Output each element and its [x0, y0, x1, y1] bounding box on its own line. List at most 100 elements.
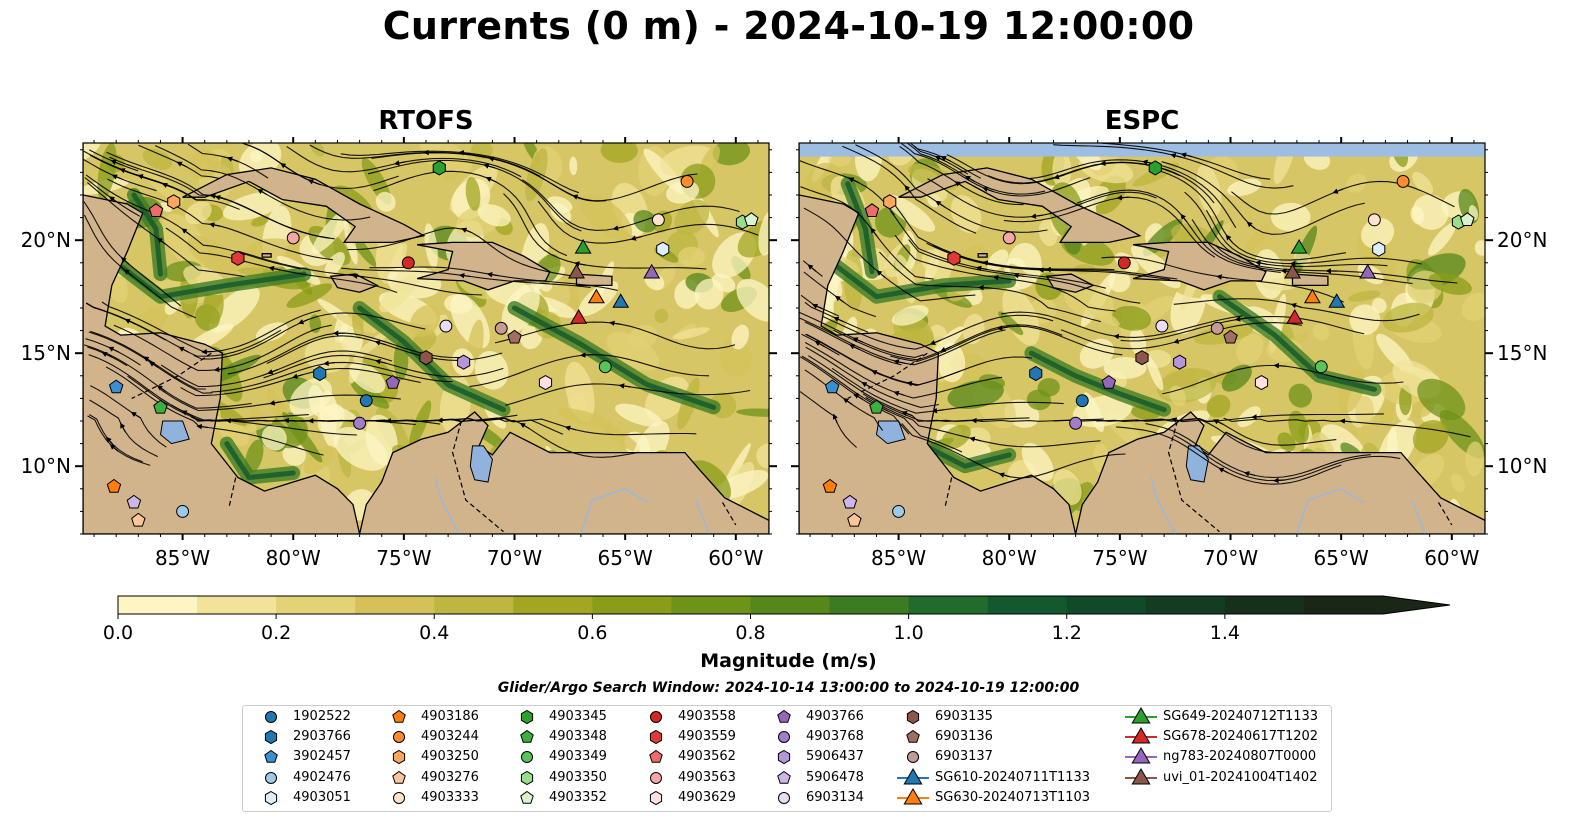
streamline-arrow: [618, 383, 631, 389]
streamline-arrow: [1290, 302, 1303, 309]
streamline-arrow: [901, 410, 913, 417]
legend-symbol: [649, 749, 663, 763]
colorbar-segment: [1145, 596, 1226, 614]
streamline-arrow: [1216, 274, 1229, 280]
legend-symbol: [1131, 768, 1151, 785]
streamline-arrow: [148, 361, 159, 369]
magnitude-patch: [1428, 222, 1456, 256]
legend-label: 3902457: [293, 749, 351, 764]
streamline-arrow: [876, 270, 886, 278]
legend-marker: [777, 791, 791, 805]
marker-4903186: [822, 478, 838, 493]
marker-6903135: [1135, 350, 1149, 366]
streamline-arrow: [124, 318, 136, 325]
streamline-arrow: [393, 160, 406, 166]
streamline-arrow: [1332, 188, 1344, 194]
streamline-arrow: [1243, 471, 1256, 477]
magnitude-patch: [998, 311, 1024, 336]
marker-4903562: [864, 203, 880, 217]
legend-symbol: [520, 709, 534, 725]
marker-3902457: [108, 379, 124, 394]
river: [695, 499, 711, 534]
streamline-arrow: [1170, 153, 1182, 159]
legend-label: 4903563: [678, 770, 736, 785]
magnitude-patch: [569, 156, 578, 176]
legend-symbol: [777, 749, 791, 765]
streamline-arrow: [461, 227, 473, 234]
streamline-arrow: [969, 436, 981, 442]
marker-4903349: [1314, 360, 1328, 374]
legend-label: 4903766: [806, 709, 864, 724]
legend-label: 4903333: [421, 790, 479, 805]
marker-6903135: [419, 350, 433, 366]
magnitude-patch: [1465, 441, 1484, 477]
legend-marker: [649, 729, 663, 745]
streamline-arrow: [848, 177, 859, 184]
magnitude-patch: [477, 204, 511, 227]
streamline-arrow: [906, 380, 919, 387]
legend-marker: [520, 770, 534, 786]
magnitude-patch: [694, 278, 724, 310]
streamline-arrow: [374, 340, 387, 346]
marker-4903766: [1101, 374, 1117, 389]
streamline-arrow: [488, 156, 501, 162]
streamline-arrow: [1234, 316, 1247, 322]
legend-marker: [392, 770, 406, 784]
legend-symbol: [649, 790, 663, 806]
border: [721, 502, 737, 526]
streamline-arrow: [1180, 213, 1188, 223]
border: [228, 477, 237, 508]
magnitude-patch: [1196, 164, 1222, 217]
magnitude-patch: [1346, 173, 1367, 193]
marker-SG649-20240712T1133: [1290, 239, 1308, 254]
legend-symbol: [1131, 747, 1151, 764]
colorbar-segment: [671, 596, 751, 614]
magnitude-patch: [244, 439, 264, 474]
colorbar-segment: [434, 596, 514, 614]
legend-label: 4903244: [421, 729, 479, 744]
marker-4903345: [1148, 160, 1162, 176]
legend-marker: [1125, 707, 1157, 724]
legend-marker: [392, 749, 406, 765]
marker-5906437: [457, 354, 471, 370]
magnitude-patch: [352, 327, 393, 361]
current-jet-core: [845, 181, 875, 275]
streamline-arrow: [1113, 333, 1126, 340]
legend-marker: [520, 750, 534, 764]
legend-symbol: [906, 729, 920, 743]
streamline-arrow: [929, 339, 941, 346]
colorbar-segment: [1303, 596, 1384, 614]
magnitude-patch: [1270, 202, 1311, 232]
streamline-arrow: [842, 398, 853, 405]
lake: [875, 420, 906, 445]
colorbar-segment: [197, 596, 277, 614]
marker-SG610-20240711T1133: [1328, 293, 1346, 308]
marker-6903134: [1155, 319, 1169, 333]
legend-marker: [1125, 768, 1157, 785]
magnitude-patch: [304, 337, 350, 373]
streamline-arrow: [1116, 194, 1129, 201]
legend-symbol: [906, 750, 920, 764]
y-tick-label: 10°N: [21, 454, 71, 478]
figure-title: Currents (0 m) - 2024-10-19 12:00:00: [382, 4, 1195, 48]
panel-title-rtofs: RTOFS: [378, 106, 474, 136]
magnitude-patch: [1379, 399, 1395, 428]
streamline-arrow: [832, 413, 838, 424]
magnitude-patch: [324, 252, 345, 276]
streamline-arrow: [996, 325, 1009, 331]
magnitude-patch: [409, 305, 441, 338]
magnitude-patch: [736, 408, 769, 417]
marker-4903563: [286, 231, 300, 245]
magnitude-patch: [215, 414, 250, 447]
land: [898, 167, 1142, 244]
streamline-arrow: [573, 261, 586, 267]
colorbar-tick-label: 1.4: [1210, 622, 1240, 644]
magnitude-patch: [351, 381, 390, 409]
colorbar-outline: [117, 595, 1451, 615]
marker-4903562: [148, 203, 164, 217]
streamline-arrow: [1100, 160, 1113, 166]
magnitude-patch: [1146, 356, 1164, 391]
legend-label: ng783-20240807T0000: [1163, 749, 1317, 764]
border: [1167, 420, 1220, 533]
magnitude-patch: [550, 203, 572, 223]
